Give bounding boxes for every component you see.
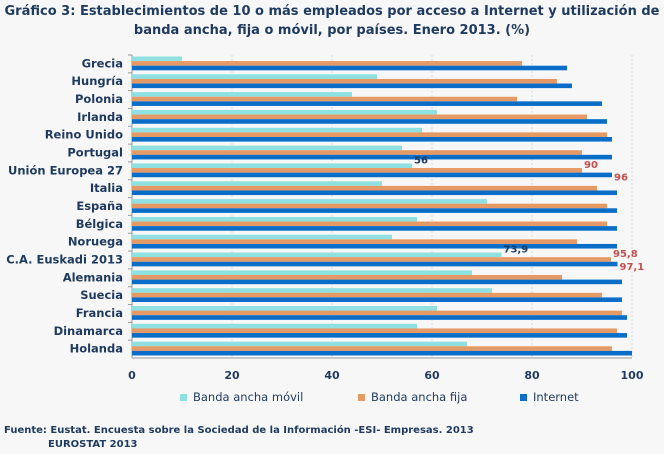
category-label: Alemania <box>63 270 123 284</box>
bar-banda-ancha-fija <box>132 78 557 84</box>
x-tick-label: 20 <box>224 369 240 382</box>
bar-banda-ancha-móvil <box>132 109 437 115</box>
category-label: Portugal <box>67 146 123 160</box>
bar-internet <box>132 65 567 71</box>
category-label: Suecia <box>80 288 123 302</box>
source-line-1: Fuente: Eustat. Encuesta sobre la Socied… <box>4 425 474 436</box>
category-label: Polonia <box>75 92 123 106</box>
bar-banda-ancha-móvil <box>132 216 417 222</box>
bar-banda-ancha-fija <box>132 61 522 66</box>
x-tick-label: 100 <box>621 369 644 382</box>
bar-banda-ancha-móvil <box>132 127 422 133</box>
data-label: 95,8 <box>613 249 638 260</box>
bar-internet <box>132 333 627 338</box>
x-tick-label: 0 <box>128 369 136 382</box>
category-label: Bélgica <box>76 217 123 231</box>
legend-swatch <box>358 394 365 401</box>
x-tick-label: 60 <box>424 369 440 382</box>
bar-banda-ancha-fija <box>132 132 607 137</box>
bar-internet <box>132 350 632 356</box>
bar-internet <box>132 315 627 320</box>
bar-banda-ancha-fija <box>132 203 607 209</box>
source-note: Fuente: Eustat. Encuesta sobre la Socied… <box>4 424 474 452</box>
bar-internet <box>132 297 622 303</box>
legend-label: Banda ancha móvil <box>193 390 303 404</box>
category-label: Noruega <box>68 235 123 249</box>
bar-banda-ancha-móvil <box>132 270 472 275</box>
category-label: Grecia <box>82 56 123 70</box>
data-label: 73,9 <box>504 245 529 256</box>
bar-banda-ancha-fija <box>132 114 587 120</box>
bar-internet <box>132 279 622 285</box>
bar-internet <box>132 83 572 89</box>
bar-banda-ancha-fija <box>132 221 607 227</box>
bar-internet <box>132 154 612 160</box>
bar-banda-ancha-fija <box>132 346 612 351</box>
bar-banda-ancha-móvil <box>132 145 402 151</box>
x-tick-label: 80 <box>524 369 540 382</box>
bar-banda-ancha-fija <box>132 328 617 334</box>
bar-internet <box>132 172 612 178</box>
bar-banda-ancha-fija <box>132 257 611 262</box>
bar-banda-ancha-móvil <box>132 181 382 186</box>
data-label: 97,1 <box>620 262 645 273</box>
bar-banda-ancha-móvil <box>132 341 467 347</box>
bar-banda-ancha-móvil <box>132 74 377 79</box>
bar-internet <box>132 261 618 267</box>
bar-banda-ancha-fija <box>132 168 582 173</box>
bar-banda-ancha-móvil <box>132 92 352 97</box>
data-label: 90 <box>584 160 598 171</box>
category-label: Dinamarca <box>54 324 123 338</box>
data-label: 56 <box>414 155 428 166</box>
bar-internet <box>132 243 617 249</box>
bar-banda-ancha-móvil <box>132 252 502 258</box>
bar-banda-ancha-móvil <box>132 323 417 329</box>
bar-banda-ancha-fija <box>132 310 622 316</box>
category-label: España <box>76 199 123 213</box>
bar-internet <box>132 101 602 106</box>
chart-title: Gráfico 3: Establecimientos de 10 o más … <box>4 4 660 38</box>
category-label: Italia <box>90 181 123 195</box>
source-line-2: EUROSTAT 2013 <box>48 439 138 450</box>
bar-internet <box>132 226 617 231</box>
bar-banda-ancha-móvil <box>132 234 392 240</box>
bar-internet <box>132 136 612 142</box>
category-label: Unión Europea 27 <box>8 163 123 177</box>
bar-banda-ancha-fija <box>132 239 577 244</box>
x-tick-label: 40 <box>324 369 340 382</box>
bar-internet <box>132 119 607 124</box>
bar-banda-ancha-fija <box>132 96 517 102</box>
bar-banda-ancha-fija <box>132 292 602 298</box>
bar-internet <box>132 208 617 213</box>
bar-banda-ancha-móvil <box>132 306 437 311</box>
legend-swatch <box>520 394 527 401</box>
bar-banda-ancha-fija <box>132 150 582 155</box>
legend-label: Banda ancha fija <box>371 390 467 404</box>
category-label: Hungría <box>71 74 123 88</box>
bar-banda-ancha-móvil <box>132 56 182 62</box>
category-label: Reino Unido <box>45 128 123 142</box>
bar-banda-ancha-móvil <box>132 163 412 169</box>
legend-swatch <box>180 394 187 401</box>
bar-banda-ancha-móvil <box>132 288 492 293</box>
legend-label: Internet <box>533 390 579 404</box>
category-label: Holanda <box>70 342 123 356</box>
category-label: Irlanda <box>77 110 123 124</box>
bar-banda-ancha-móvil <box>132 199 487 204</box>
data-label: 96 <box>614 173 628 184</box>
category-label: C.A. Euskadi 2013 <box>6 252 123 266</box>
category-label: Francia <box>76 306 123 320</box>
bar-banda-ancha-fija <box>132 274 562 280</box>
bar-banda-ancha-fija <box>132 185 597 191</box>
bar-internet <box>132 190 617 196</box>
